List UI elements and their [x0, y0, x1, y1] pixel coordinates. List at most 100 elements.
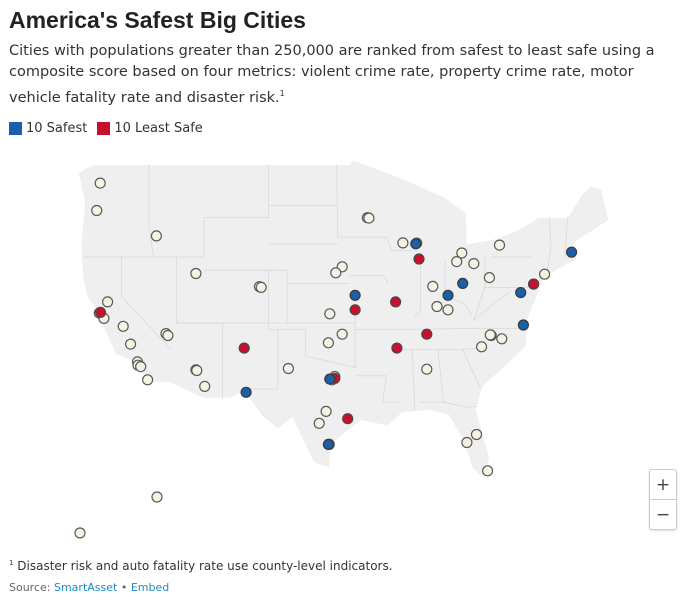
state-border-line — [222, 269, 288, 323]
city-marker-other[interactable] — [476, 341, 488, 353]
city-marker-least-safe[interactable] — [390, 296, 402, 308]
city-marker-safest[interactable] — [240, 386, 252, 398]
city-marker-other[interactable] — [451, 255, 463, 268]
us-map[interactable] — [0, 138, 689, 548]
city-marker-other[interactable] — [421, 363, 433, 375]
city-marker-other[interactable] — [74, 527, 86, 539]
city-marker-safest[interactable] — [517, 319, 530, 331]
safest-cities — [240, 238, 578, 450]
state-border-line — [394, 347, 483, 350]
state-border-line — [443, 401, 477, 408]
city-marker-other[interactable] — [363, 212, 375, 224]
subtitle-text: Cities with populations greater than 250… — [9, 43, 655, 106]
city-marker-other[interactable] — [496, 333, 508, 345]
chart-subtitle: Cities with populations greater than 250… — [9, 41, 681, 109]
city-marker-other[interactable] — [470, 428, 483, 441]
state-border-line — [564, 217, 568, 258]
city-marker-other[interactable] — [199, 380, 211, 392]
city-marker-other[interactable] — [94, 177, 106, 189]
city-marker-other[interactable] — [482, 465, 494, 477]
state-border-line — [82, 217, 205, 258]
state-border-line — [348, 275, 389, 284]
city-marker-least-safe[interactable] — [391, 342, 403, 354]
city-marker-least-safe[interactable] — [349, 304, 361, 316]
city-marker-safest[interactable] — [324, 373, 336, 385]
city-marker-other[interactable] — [101, 296, 114, 308]
state-border-line — [462, 349, 481, 388]
source-line: Source: SmartAsset • Embed — [9, 581, 170, 594]
city-marker-safest[interactable] — [322, 438, 334, 450]
footnote: 1 Disaster risk and auto fatality rate u… — [9, 559, 393, 573]
legend-item-least-safe[interactable]: 10 Least Safe — [97, 121, 203, 136]
city-marker-other[interactable] — [330, 267, 342, 279]
city-marker-safest[interactable] — [457, 277, 469, 289]
city-marker-other[interactable] — [538, 268, 551, 280]
city-marker-other[interactable] — [456, 247, 468, 259]
city-marker-other[interactable] — [427, 280, 439, 292]
city-marker-other[interactable] — [322, 337, 334, 349]
state-border-line — [336, 164, 387, 238]
city-marker-other[interactable] — [431, 300, 443, 313]
city-marker-other[interactable] — [117, 320, 129, 332]
legend-item-safest[interactable]: 10 Safest — [9, 121, 87, 136]
city-marker-other[interactable] — [125, 338, 137, 350]
city-marker-other[interactable] — [282, 362, 294, 375]
city-marker-other[interactable] — [191, 364, 203, 377]
city-marker-other[interactable] — [484, 329, 496, 341]
city-marker-least-safe[interactable] — [421, 328, 433, 340]
city-marker-other[interactable] — [336, 328, 348, 340]
zoom-in-button[interactable]: + — [655, 474, 671, 495]
city-marker-other[interactable] — [135, 361, 147, 373]
least-safe-swatch — [97, 122, 111, 135]
city-marker-safest[interactable] — [410, 238, 422, 250]
city-marker-other[interactable] — [91, 204, 103, 217]
city-marker-other[interactable] — [313, 417, 325, 429]
state-border-line — [121, 257, 172, 350]
state-border-line — [382, 375, 400, 403]
city-marker-other[interactable] — [151, 491, 163, 503]
city-marker-other[interactable] — [142, 374, 154, 386]
safest-swatch — [9, 122, 22, 135]
city-marker-other[interactable] — [461, 436, 473, 449]
legend-label-least-safe: 10 Least Safe — [114, 121, 203, 136]
state-border-line — [386, 237, 418, 251]
city-marker-least-safe[interactable] — [342, 413, 354, 425]
lower-48-states — [77, 159, 610, 480]
footnote-text: Disaster risk and auto fatality rate use… — [17, 559, 393, 573]
city-marker-least-safe[interactable] — [527, 278, 540, 290]
city-marker-other[interactable] — [442, 304, 454, 316]
city-marker-other[interactable] — [324, 308, 336, 320]
city-marker-other[interactable] — [255, 281, 267, 293]
city-marker-safest[interactable] — [442, 289, 454, 301]
city-marker-safest[interactable] — [565, 246, 578, 258]
city-marker-other[interactable] — [320, 405, 332, 417]
city-marker-other[interactable] — [397, 237, 409, 249]
city-marker-other[interactable] — [162, 329, 174, 342]
city-marker-other[interactable] — [150, 230, 162, 242]
city-marker-other[interactable] — [483, 272, 495, 284]
zoom-out-button[interactable]: − — [650, 499, 676, 529]
embed-link[interactable]: Embed — [130, 581, 170, 594]
state-borders — [82, 164, 568, 411]
city-marker-least-safe[interactable] — [413, 253, 425, 265]
legend: 10 Safest 10 Least Safe — [9, 121, 213, 136]
city-marker-safest[interactable] — [349, 289, 361, 301]
legend-label-safest: 10 Safest — [26, 121, 88, 136]
state-border-line — [277, 329, 357, 369]
state-border-line — [148, 164, 154, 258]
state-border-line — [414, 261, 421, 317]
city-marker-other[interactable] — [190, 267, 202, 280]
state-border-line — [411, 349, 416, 411]
zoom-control: + − — [649, 469, 677, 530]
state-border-line — [204, 164, 270, 218]
source-link-smartasset[interactable]: SmartAsset — [53, 581, 118, 594]
city-marker-safest[interactable] — [515, 287, 527, 299]
source-label: Source: — [9, 581, 54, 594]
state-border-line — [472, 287, 510, 322]
city-marker-least-safe[interactable] — [238, 342, 250, 354]
city-marker-least-safe[interactable] — [94, 306, 107, 318]
city-marker-other[interactable] — [468, 257, 480, 270]
city-marker-other[interactable] — [493, 239, 506, 251]
state-border-line — [547, 217, 552, 271]
footnote-marker: 1 — [9, 559, 14, 567]
